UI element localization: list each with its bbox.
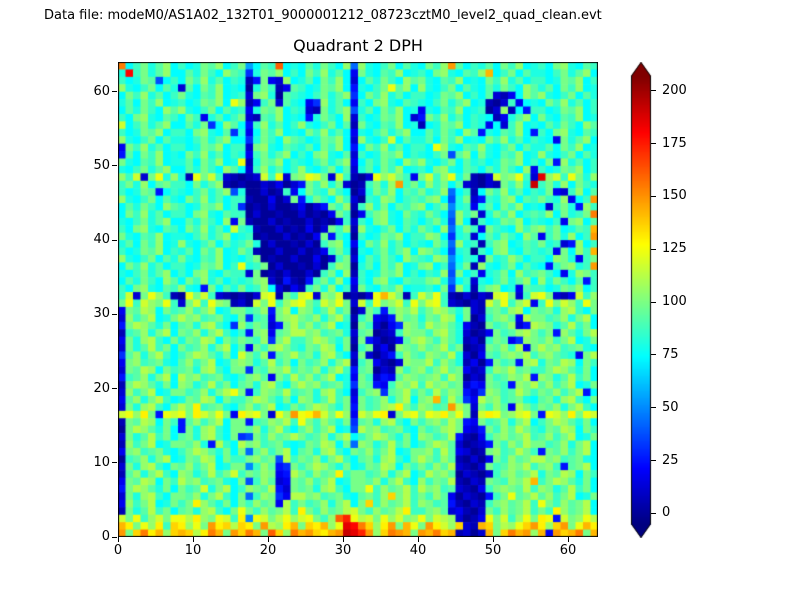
x-tick-mark bbox=[492, 537, 494, 542]
y-tick-mark bbox=[112, 388, 117, 390]
colorbar-tick-mark bbox=[651, 354, 656, 356]
x-tick-label: 20 bbox=[259, 543, 277, 558]
colorbar-canvas bbox=[628, 62, 654, 538]
y-tick-label: 0 bbox=[101, 529, 110, 544]
heatmap-canvas bbox=[118, 62, 598, 537]
y-tick-mark bbox=[112, 313, 117, 315]
colorbar-tick-label: 25 bbox=[662, 452, 679, 468]
y-tick-mark bbox=[112, 165, 117, 167]
x-tick-mark bbox=[567, 537, 569, 542]
y-tick-label: 50 bbox=[93, 157, 110, 173]
colorbar-tick-label: 200 bbox=[662, 82, 687, 98]
x-tick-mark bbox=[342, 537, 344, 542]
x-tick-label: 10 bbox=[184, 543, 202, 558]
x-tick-label: 50 bbox=[484, 543, 502, 558]
colorbar-tick-mark bbox=[651, 248, 656, 250]
colorbar-tick-mark bbox=[651, 301, 656, 303]
x-tick-label: 30 bbox=[334, 543, 352, 558]
datafile-label: Data file: modeM0/AS1A02_132T01_90000012… bbox=[44, 8, 602, 23]
y-tick-label: 20 bbox=[93, 380, 110, 396]
colorbar-tick-mark bbox=[651, 90, 656, 92]
y-tick-mark bbox=[112, 239, 117, 241]
colorbar-tick-label: 175 bbox=[662, 135, 687, 151]
y-tick-mark bbox=[112, 462, 117, 464]
colorbar-tick-label: 100 bbox=[662, 294, 687, 310]
x-tick-mark bbox=[417, 537, 419, 542]
y-tick-label: 60 bbox=[93, 83, 110, 99]
colorbar-tick-mark bbox=[651, 460, 656, 462]
x-tick-label: 60 bbox=[559, 543, 577, 558]
y-tick-label: 40 bbox=[93, 232, 110, 248]
colorbar-tick-label: 125 bbox=[662, 241, 687, 257]
y-tick-mark bbox=[112, 536, 117, 538]
colorbar-tick-mark bbox=[651, 195, 656, 197]
colorbar-tick-mark bbox=[651, 143, 656, 145]
x-tick-label: 40 bbox=[409, 543, 427, 558]
x-tick-mark bbox=[267, 537, 269, 542]
colorbar-tick-label: 50 bbox=[662, 399, 679, 415]
chart-title: Quadrant 2 DPH bbox=[293, 36, 423, 55]
colorbar-tick-label: 0 bbox=[662, 505, 671, 521]
y-tick-label: 30 bbox=[93, 306, 110, 322]
colorbar-tick-mark bbox=[651, 407, 656, 409]
y-tick-mark bbox=[112, 91, 117, 93]
y-tick-label: 10 bbox=[93, 454, 110, 470]
colorbar-tick-label: 150 bbox=[662, 188, 687, 204]
colorbar-tick-label: 75 bbox=[662, 346, 679, 362]
x-tick-mark bbox=[117, 537, 119, 542]
colorbar-tick-mark bbox=[651, 512, 656, 514]
x-tick-mark bbox=[192, 537, 194, 542]
x-tick-label: 0 bbox=[113, 543, 123, 558]
